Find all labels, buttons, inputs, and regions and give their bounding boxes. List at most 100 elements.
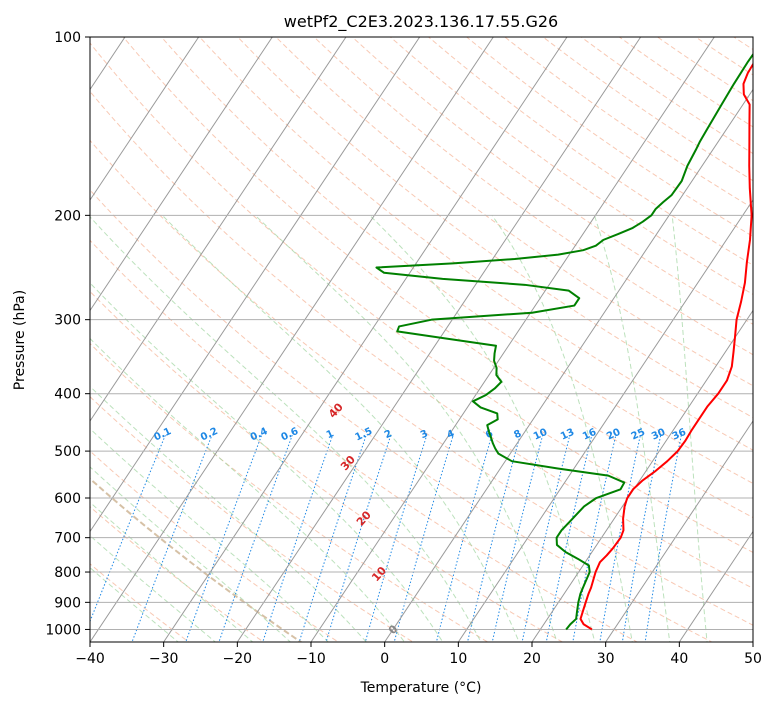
mixing-ratio-line xyxy=(364,435,428,642)
dry-adiabat xyxy=(237,37,753,419)
isotherm-line xyxy=(457,199,753,642)
x-tick-label: 50 xyxy=(744,651,762,667)
dry-adiabat xyxy=(389,37,753,295)
moist-adiabat xyxy=(90,534,217,642)
mixing-ratio-label: 2 xyxy=(383,428,394,441)
moist-adiabat xyxy=(369,214,596,642)
isotherm-line xyxy=(384,88,753,642)
isotherm-line xyxy=(531,309,753,642)
mixing-ratio-line xyxy=(599,435,641,642)
mixing-ratio-line xyxy=(393,435,454,642)
mixing-ratio-label: 3 xyxy=(419,428,430,441)
moist-adiabat xyxy=(90,337,406,642)
moist-adiabat xyxy=(90,567,179,642)
mixing-ratio-label: 25 xyxy=(630,427,647,443)
y-tick-label: 300 xyxy=(54,313,81,329)
dewpoint-trace xyxy=(375,52,753,631)
x-tick-label: −30 xyxy=(149,651,179,667)
moist-adiabat xyxy=(90,501,254,642)
moist-adiabat xyxy=(491,215,633,642)
mixing-ratio-label: 30 xyxy=(650,427,667,443)
mixing-ratio-line xyxy=(435,435,493,642)
moist-adiabat xyxy=(90,385,367,642)
dry-adiabat xyxy=(313,37,753,356)
dry-adiabat xyxy=(275,37,753,387)
dry-adiabat xyxy=(90,42,753,554)
x-tick-label: 0 xyxy=(380,651,389,667)
moist-adiabat xyxy=(90,282,444,642)
moist-adiabat xyxy=(593,215,671,642)
mixing-ratio-line xyxy=(218,435,293,642)
isotherms xyxy=(90,37,753,642)
dry-adiabat xyxy=(351,37,753,325)
y-tick-label: 500 xyxy=(54,444,81,460)
mixing-ratio-label: 1 xyxy=(325,428,336,441)
x-tick-label: 40 xyxy=(670,651,688,667)
mixing-ratio-line xyxy=(466,435,521,642)
y-tick-label: 700 xyxy=(54,531,81,547)
y-tick-label: 1000 xyxy=(45,622,81,638)
moist-adiabat xyxy=(162,214,520,642)
x-tick-label: 10 xyxy=(449,651,467,667)
isotherm-line xyxy=(605,420,753,642)
x-tick-label: −20 xyxy=(223,651,253,667)
moist-adiabat xyxy=(90,428,329,642)
temperature-trace xyxy=(579,62,753,631)
isotherm-line xyxy=(310,37,715,642)
y-axis-label: Pressure (hPa) xyxy=(12,290,28,390)
mixing-ratio-line xyxy=(521,435,571,642)
plot-frame xyxy=(89,36,754,643)
y-tick-label: 900 xyxy=(54,595,81,611)
mixing-ratio-label: 8 xyxy=(512,428,523,441)
dry-adiabat xyxy=(90,90,753,589)
x-axis: −40 −30 −20 −10 0 10 20 30 40 50 xyxy=(75,642,762,667)
chart-title: wetPf2_C2E3.2023.136.17.55.G26 xyxy=(284,12,558,32)
mixing-ratio-label: 10 xyxy=(532,427,549,443)
isotherm-line xyxy=(236,37,642,642)
x-tick-label: −40 xyxy=(75,651,105,667)
mixing-ratio-line xyxy=(185,435,263,642)
dry-adiabat xyxy=(90,239,639,642)
dry-adiabat xyxy=(160,37,753,484)
x-axis-label: Temperature (°C) xyxy=(360,680,482,696)
moist-adiabats xyxy=(90,214,708,642)
dry-adiabat xyxy=(504,37,753,209)
y-tick-label: 800 xyxy=(54,565,81,581)
pressure-gridlines xyxy=(90,37,753,630)
isotherm-line xyxy=(90,37,494,642)
moist-adiabat xyxy=(254,214,558,642)
mixing-ratio-label: 16 xyxy=(581,427,598,443)
y-tick-label: 600 xyxy=(54,491,81,507)
dry-adiabat xyxy=(90,189,713,642)
mixing-ratio-label: 36 xyxy=(671,427,688,443)
isotherm-line xyxy=(90,37,200,201)
dry-adiabat xyxy=(198,37,753,451)
mixing-ratio-label: 13 xyxy=(559,427,576,443)
isotherm-line xyxy=(90,37,421,533)
dry-adiabat xyxy=(90,290,564,642)
mixing-ratio-label: 4 xyxy=(445,428,456,441)
y-tick-label: 400 xyxy=(54,387,81,403)
mixing-ratio-line xyxy=(572,435,617,642)
mixing-ratio-line xyxy=(491,435,544,642)
x-tick-label: −10 xyxy=(296,651,326,667)
mixing-ratio-labels: 0.1 0.2 0.4 0.6 1 1.5 2 3 4 6 8 10 13 16 20 25 30 36 xyxy=(152,426,688,443)
sounding-traces xyxy=(375,52,753,631)
mixing-ratio-label: 20 xyxy=(605,427,622,443)
isotherm-line xyxy=(163,37,568,642)
mixing-ratio-line xyxy=(90,434,166,623)
x-tick-label: 20 xyxy=(523,651,541,667)
dry-adiabat xyxy=(90,342,489,642)
y-tick-label: 100 xyxy=(54,30,81,46)
y-axis: 100 200 300 400 500 600 700 800 900 1000 xyxy=(45,30,90,638)
dry-adiabats xyxy=(90,37,753,642)
dry-adiabat xyxy=(122,37,753,519)
dry-adiabat xyxy=(465,37,753,238)
y-tick-label: 200 xyxy=(54,208,81,224)
mixing-ratio-line xyxy=(131,434,213,642)
moist-adiabat xyxy=(90,216,482,642)
isotherm-line xyxy=(90,37,347,422)
dry-adiabat xyxy=(542,37,753,182)
x-tick-label: 30 xyxy=(597,651,615,667)
